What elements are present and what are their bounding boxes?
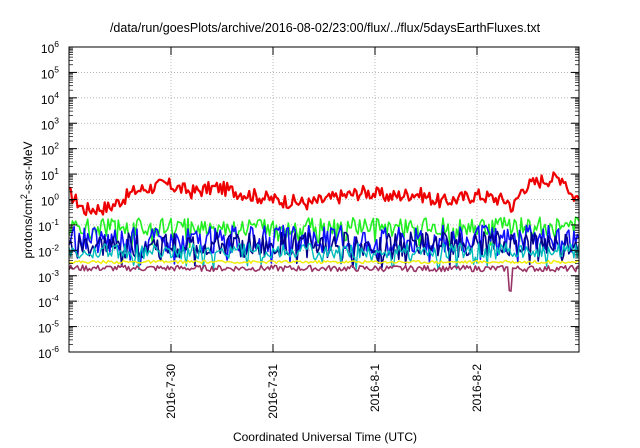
x-axis-ticks: 2016-7-30 2016-7-31 2016-8-1 2016-8-2 <box>164 47 484 419</box>
y-tick-label: 10-6 <box>38 344 59 361</box>
series-line-cyan <box>68 242 580 271</box>
y-tick-label: 10-3 <box>38 268 59 285</box>
x-tick-label: 2016-7-31 <box>266 364 280 419</box>
data-series <box>68 171 580 292</box>
y-tick-label: 103 <box>41 115 59 132</box>
series-line-yellow <box>68 259 580 265</box>
y-tick-label: 10-5 <box>38 319 59 336</box>
x-tick-label: 2016-7-30 <box>164 364 178 419</box>
y-axis-label: protons/cm2-s-sr-MeV <box>19 141 35 258</box>
y-label-rest: -s-sr-MeV <box>21 141 35 194</box>
y-tick-label: 105 <box>41 64 59 81</box>
series-line-green <box>68 216 580 249</box>
y-label-base: protons/cm <box>21 199 35 258</box>
y-tick-label: 10-4 <box>38 293 59 310</box>
y-tick-label: 106 <box>41 39 59 56</box>
y-tick-label: 10-1 <box>38 217 59 234</box>
y-axis-ticks: 10-6 10-5 10-4 10-3 10-2 10-1 100 101 102 103 104 1… <box>38 39 579 361</box>
series-line-red <box>68 171 580 216</box>
x-tick-label: 2016-8-2 <box>470 364 484 412</box>
y-tick-label: 100 <box>41 192 59 209</box>
x-tick-label: 2016-8-1 <box>368 364 382 412</box>
y-tick-label: 10-2 <box>38 242 59 259</box>
y-tick-label: 104 <box>41 90 59 107</box>
x-axis-label: Coordinated Universal Time (UTC) <box>233 430 417 444</box>
chart-title: /data/run/goesPlots/archive/2016-08-02/2… <box>110 21 541 35</box>
series-line-purple <box>68 264 580 292</box>
y-tick-label: 102 <box>41 141 59 158</box>
y-tick-label: 101 <box>41 166 59 183</box>
y-label-sup: 2 <box>19 194 29 199</box>
